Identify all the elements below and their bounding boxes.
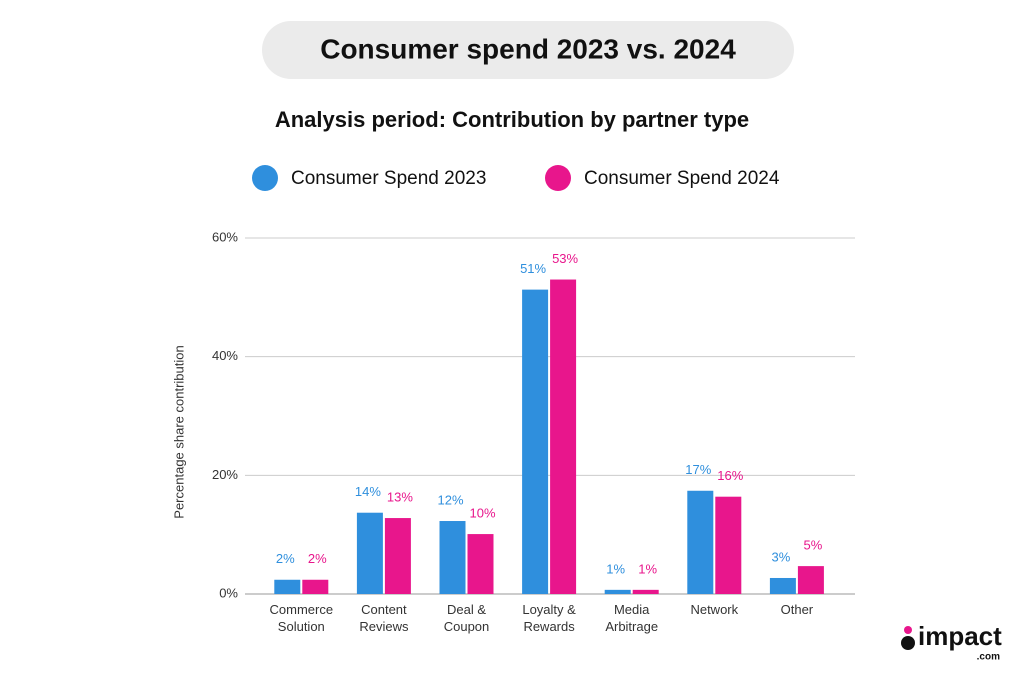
bar [384,518,411,594]
x-tick-label: Loyalty & Rewards [522,602,576,634]
data-label: 2% [276,551,295,566]
legend-swatch [252,165,278,191]
bar [439,521,466,594]
data-label: 5% [804,538,823,553]
title-pill [262,21,794,79]
y-axis-label: Percentage share contribution [171,345,186,518]
data-label: 1% [606,561,625,576]
data-label: 53% [552,251,578,266]
data-label: 1% [638,561,657,576]
bar [632,589,659,594]
logo-dot-accent [904,626,912,634]
data-label: 10% [469,506,495,521]
data-label: 51% [520,261,546,276]
bar [522,289,549,594]
bar [687,490,714,594]
data-label: 14% [355,484,381,499]
data-label: 2% [308,551,327,566]
data-label: 16% [717,468,743,483]
y-tick-label: 0% [219,585,238,600]
bar [715,496,742,594]
data-label: 3% [772,549,791,564]
x-tick-label: Other [780,602,814,617]
bar [302,579,329,594]
y-tick-label: 60% [212,229,238,244]
legend-label: Consumer Spend 2023 [291,168,486,189]
chart-subtitle: Analysis period: Contribution by partner… [275,107,749,132]
x-tick-label: Commerce Solution [269,602,334,634]
bar [797,566,824,594]
x-tick-label: Content Reviews [359,602,409,634]
logo-text: impact [918,621,1002,651]
bar [467,534,494,594]
data-label: 13% [387,489,413,504]
x-tick-label: Deal & Coupon [443,602,490,634]
bar [550,279,577,594]
x-tick-label: Network [690,602,739,617]
bar [356,512,383,594]
legend-label: Consumer Spend 2024 [584,168,780,189]
logo-dot [901,636,915,650]
bar [274,579,301,594]
data-label: 17% [685,462,711,477]
bar [604,589,631,594]
y-tick-label: 20% [212,467,238,482]
logo-suffix: .com [977,652,1000,663]
bar [769,577,796,594]
chart-title: Consumer spend 2023 vs. 2024 [320,33,736,64]
data-label: 12% [437,492,463,507]
legend-swatch [545,165,571,191]
y-tick-label: 40% [212,348,238,363]
x-tick-label: Media Arbitrage [605,602,659,634]
